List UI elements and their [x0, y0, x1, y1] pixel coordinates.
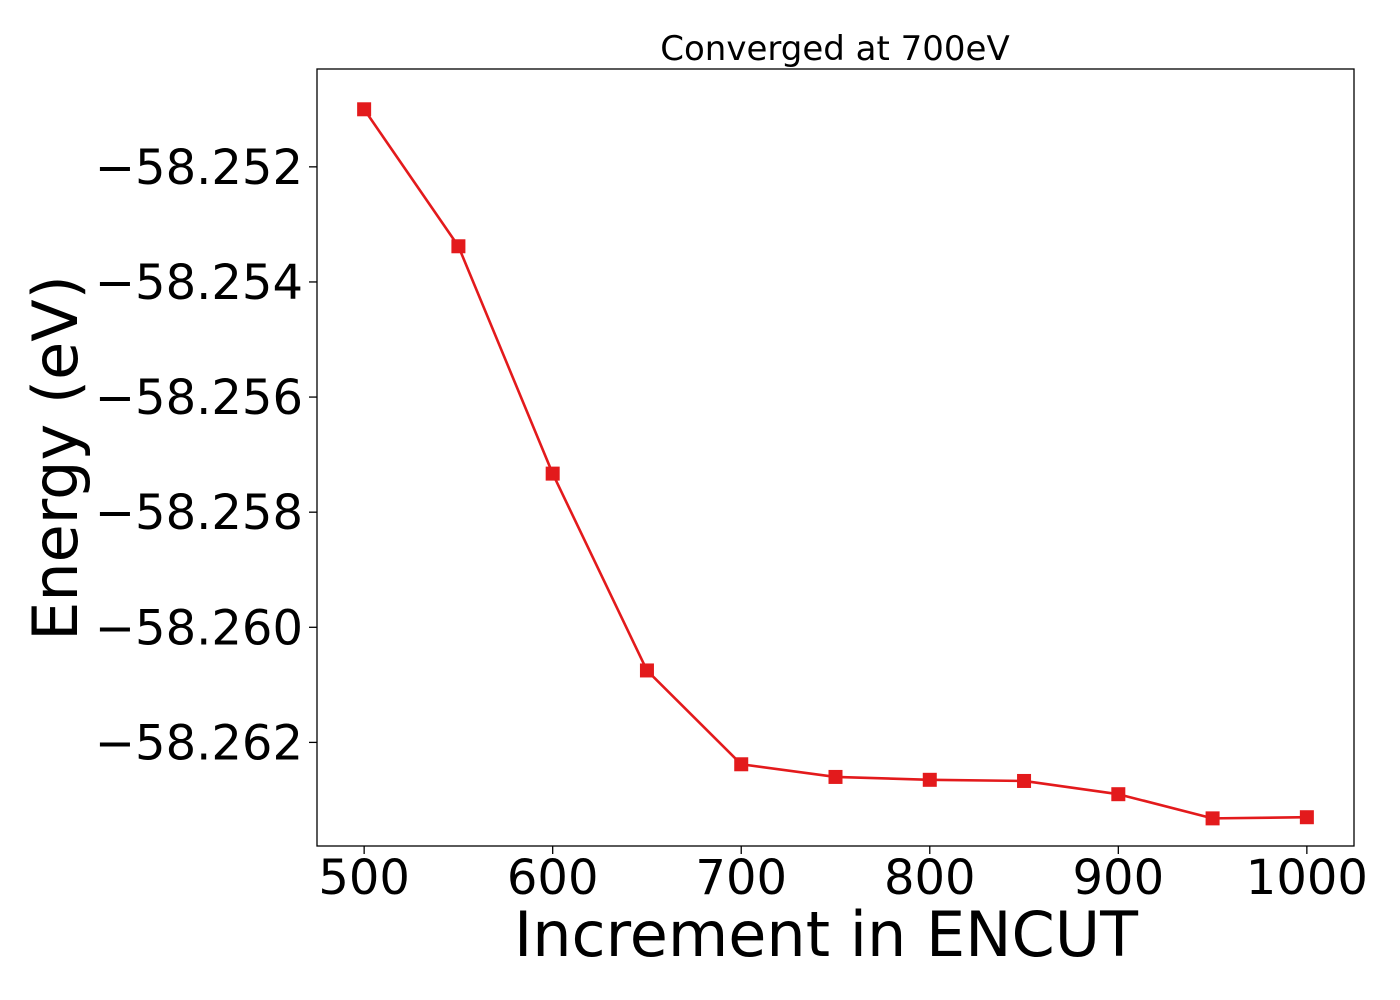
y-tick-label: −58.260	[95, 600, 303, 656]
data-point-marker	[828, 769, 843, 784]
plot-area	[357, 102, 1314, 826]
data-point-marker	[357, 102, 372, 117]
x-tick-label: 900	[1073, 850, 1165, 906]
data-point-marker	[922, 772, 937, 787]
series-line	[363, 108, 1307, 820]
y-tick-label: −58.258	[95, 485, 303, 541]
data-point-marker	[639, 663, 654, 678]
x-axis-label: Increment in ENCUT	[514, 898, 1139, 971]
x-tick-label: 700	[695, 850, 787, 906]
x-tick-label: 800	[884, 850, 976, 906]
data-point-marker	[451, 239, 466, 254]
y-tick-label: −58.254	[95, 255, 303, 311]
x-tick-label: 500	[318, 850, 410, 906]
plot-frame	[316, 68, 1355, 847]
data-point-marker	[1017, 773, 1032, 788]
data-point-marker	[1111, 787, 1126, 802]
data-point-marker	[545, 466, 560, 481]
data-point-marker	[1299, 810, 1314, 825]
y-tick-label: −58.262	[95, 715, 303, 771]
y-tick-label: −58.256	[95, 370, 303, 426]
x-axis: 500 600 700 800 900 1000	[318, 846, 1368, 906]
y-axis-label: Energy (eV)	[19, 275, 92, 641]
x-tick-label: 600	[507, 850, 599, 906]
x-tick-label: 1000	[1246, 850, 1368, 906]
data-point-marker	[1205, 811, 1220, 826]
data-point-marker	[734, 757, 749, 772]
y-axis: −58.252 −58.254 −58.256 −58.258 −58.260 −58.2…	[95, 140, 317, 771]
chart-title: Converged at 700eV	[660, 29, 1009, 69]
y-tick-label: −58.252	[95, 140, 303, 196]
